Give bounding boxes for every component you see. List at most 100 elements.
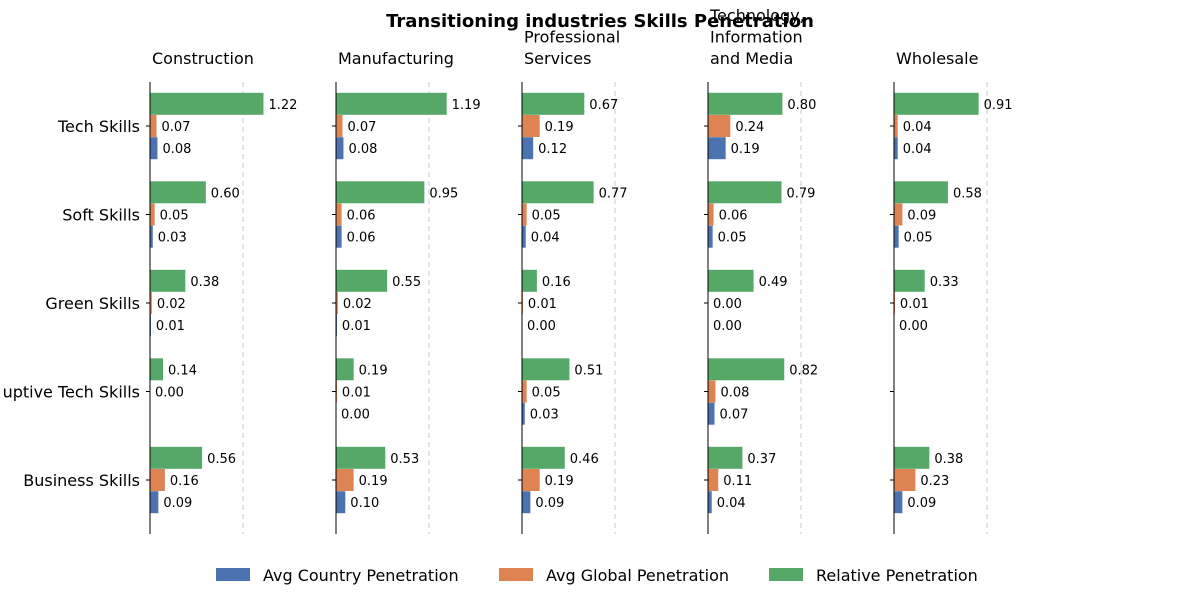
bar: [522, 358, 570, 381]
bar: [150, 446, 203, 469]
bar: [708, 225, 713, 248]
bar: [336, 469, 354, 491]
panel: Professional Services 0.67 0.77 0.16 0.51 0.46…: [518, 28, 628, 534]
panel: Construction 1.22 0.60 0.38 0.14 0.56 0.07 0.05…: [146, 49, 297, 534]
data-label: 0.05: [718, 231, 747, 246]
bar: [894, 469, 916, 491]
data-label: 0.05: [532, 209, 561, 224]
data-label: 0.79: [786, 186, 815, 201]
bar: [336, 292, 338, 314]
data-label: 0.19: [545, 474, 574, 489]
data-label: 0.53: [390, 452, 419, 467]
data-label: 0.19: [359, 363, 388, 378]
data-label: 0.06: [347, 209, 376, 224]
y-tick-label: Soft Skills: [62, 206, 140, 225]
bar: [336, 358, 354, 381]
bar: [336, 225, 342, 248]
data-label: 0.00: [155, 386, 184, 401]
data-label: 0.06: [719, 209, 748, 224]
bar: [336, 137, 344, 160]
data-label: 0.77: [599, 186, 628, 201]
data-label: 0.08: [720, 386, 749, 401]
data-label: 0.24: [735, 120, 764, 135]
data-label: 0.23: [920, 474, 949, 489]
data-label: 0.55: [392, 275, 421, 290]
panel-title: Information: [710, 28, 803, 47]
data-label: 0.58: [953, 186, 982, 201]
data-label: 0.00: [713, 319, 742, 334]
panel: Technology, Information and Media 0.80 0.79 0…: [704, 6, 818, 534]
data-label: 0.07: [720, 408, 749, 423]
bar: [708, 269, 754, 292]
bar: [522, 402, 525, 425]
data-label: 0.16: [170, 474, 199, 489]
bar: [336, 491, 346, 514]
data-label: 0.19: [731, 142, 760, 157]
data-label: 0.03: [530, 408, 559, 423]
bar: [708, 469, 719, 491]
panel: Wholesale 0.91 0.58 0.33 0.38 0.04 0.09 0.01 0.2…: [890, 49, 1013, 534]
panel-title: Services: [524, 49, 591, 68]
legend: Avg Country Penetration Avg Global Penetr…: [216, 566, 978, 585]
bar: [150, 225, 153, 248]
data-label: 0.82: [789, 363, 818, 378]
bar: [708, 115, 731, 137]
data-label: 0.00: [341, 408, 370, 423]
data-label: 0.91: [984, 98, 1013, 113]
panel-title: Construction: [152, 49, 254, 68]
legend-swatch: [216, 568, 250, 581]
bar: [150, 115, 157, 137]
bar: [522, 269, 537, 292]
bar: [708, 491, 712, 514]
data-label: 0.07: [348, 120, 377, 135]
data-label: 0.56: [207, 452, 236, 467]
data-label: 0.38: [190, 275, 219, 290]
data-label: 0.14: [168, 363, 197, 378]
data-label: 0.46: [570, 452, 599, 467]
legend-label: Relative Penetration: [816, 566, 978, 585]
legend-label: Avg Global Penetration: [546, 566, 729, 585]
data-label: 0.05: [160, 209, 189, 224]
y-tick-label: Tech Skills: [57, 117, 140, 136]
bar: [708, 446, 743, 469]
data-label: 0.09: [907, 496, 936, 511]
data-label: 0.08: [348, 142, 377, 157]
bar: [150, 181, 206, 204]
data-label: 0.38: [934, 452, 963, 467]
panel-title: Technology,: [709, 6, 805, 25]
data-label: 0.04: [903, 142, 932, 157]
bar: [150, 491, 159, 514]
bar: [894, 269, 925, 292]
bar: [894, 203, 903, 226]
bar: [894, 446, 930, 469]
bar: [708, 92, 783, 115]
bar: [522, 181, 594, 204]
data-label: 1.22: [268, 98, 297, 113]
panel-title: Manufacturing: [338, 49, 454, 68]
bar: [150, 137, 158, 160]
data-label: 0.19: [545, 120, 574, 135]
bar: [708, 137, 726, 160]
data-label: 0.60: [211, 186, 240, 201]
data-label: 0.00: [713, 297, 742, 312]
data-label: 0.19: [359, 474, 388, 489]
bar: [708, 203, 714, 226]
bar: [336, 269, 388, 292]
bar: [336, 446, 386, 469]
bar: [522, 115, 540, 137]
bar: [894, 92, 979, 115]
bar: [894, 225, 899, 248]
data-label: 0.16: [542, 275, 571, 290]
bar: [522, 380, 527, 403]
legend-swatch: [769, 568, 803, 581]
bar: [708, 358, 785, 381]
bar: [336, 181, 425, 204]
bar: [894, 491, 903, 514]
bar: [336, 92, 447, 115]
chart-title: Transitioning industries Skills Penetrat…: [386, 11, 814, 32]
y-tick-label: Green Skills: [45, 294, 140, 313]
bar: [150, 469, 165, 491]
data-label: 0.49: [759, 275, 788, 290]
data-label: 0.80: [787, 98, 816, 113]
